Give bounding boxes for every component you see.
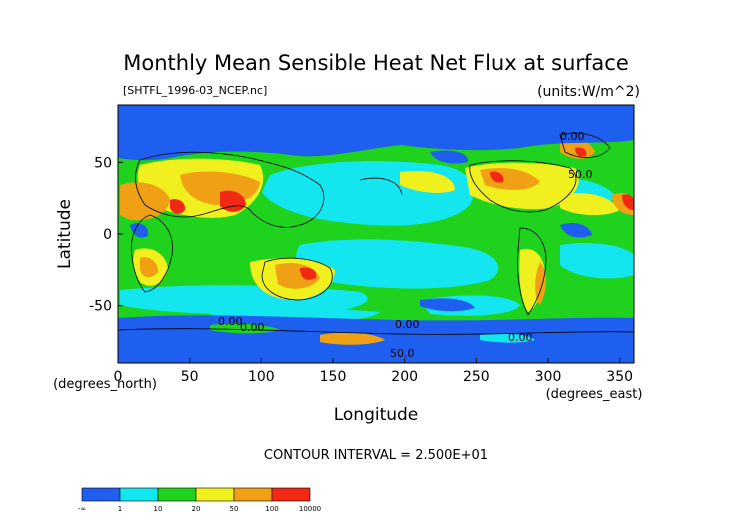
contour-label: 0.00 bbox=[508, 331, 533, 344]
legend-label: 100 bbox=[265, 505, 278, 513]
x-tick-label: 300 bbox=[535, 369, 562, 385]
chart-title: Monthly Mean Sensible Heat Net Flux at s… bbox=[123, 51, 629, 75]
legend-swatch bbox=[81, 487, 121, 502]
legend-swatch bbox=[157, 487, 197, 502]
x-tick-label: 100 bbox=[248, 369, 275, 385]
color-legend: -∞ 1 10 20 50 100 10000 bbox=[78, 487, 321, 513]
y-tick-label: -50 bbox=[89, 299, 112, 315]
antarctic-patches bbox=[210, 323, 535, 345]
units-label: (units:W/m^2) bbox=[537, 84, 640, 100]
legend-label: 20 bbox=[192, 505, 201, 513]
y-axis-title: Latitude bbox=[55, 199, 75, 269]
y-tick-label: 50 bbox=[94, 155, 112, 171]
contour-label: 0.00 bbox=[240, 321, 265, 334]
y-unit-label: (degrees_north) bbox=[53, 377, 157, 392]
heatmap-field bbox=[118, 105, 634, 363]
y-axis: 50 0 -50 bbox=[89, 155, 123, 315]
x-tick-label: 200 bbox=[391, 369, 418, 385]
legend-label: 10 bbox=[154, 505, 163, 513]
contour-label: 50.0 bbox=[390, 347, 415, 360]
legend-label: 10000 bbox=[299, 505, 321, 513]
legend-swatch bbox=[233, 487, 273, 502]
contour-label: 0.00 bbox=[560, 130, 585, 143]
x-unit-label: (degrees_east) bbox=[546, 387, 643, 402]
legend-swatch bbox=[195, 487, 235, 502]
file-name-label: [SHTFL_1996-03_NCEP.nc] bbox=[123, 84, 267, 97]
x-tick-label: 0 bbox=[114, 369, 123, 385]
x-tick-label: 50 bbox=[181, 369, 199, 385]
legend-label: 50 bbox=[230, 505, 239, 513]
contour-label: 50.0 bbox=[568, 168, 593, 181]
contour-label: 0.00 bbox=[395, 318, 420, 331]
legend-label: 1 bbox=[118, 505, 122, 513]
x-axis-title: Longitude bbox=[334, 405, 419, 425]
contour-interval-label: CONTOUR INTERVAL = 2.500E+01 bbox=[264, 448, 488, 463]
coastline-contours bbox=[118, 132, 634, 335]
legend-swatch bbox=[119, 487, 159, 502]
x-tick-label: 150 bbox=[320, 369, 347, 385]
x-tick-label: 250 bbox=[463, 369, 490, 385]
legend-swatch bbox=[271, 487, 311, 502]
x-axis: 0 50 100 150 200 250 300 350 bbox=[114, 358, 633, 385]
y-tick-label: 0 bbox=[103, 227, 112, 243]
legend-label: -∞ bbox=[78, 505, 86, 513]
x-tick-label: 350 bbox=[606, 369, 633, 385]
contour-label: 0.00 bbox=[218, 315, 243, 328]
